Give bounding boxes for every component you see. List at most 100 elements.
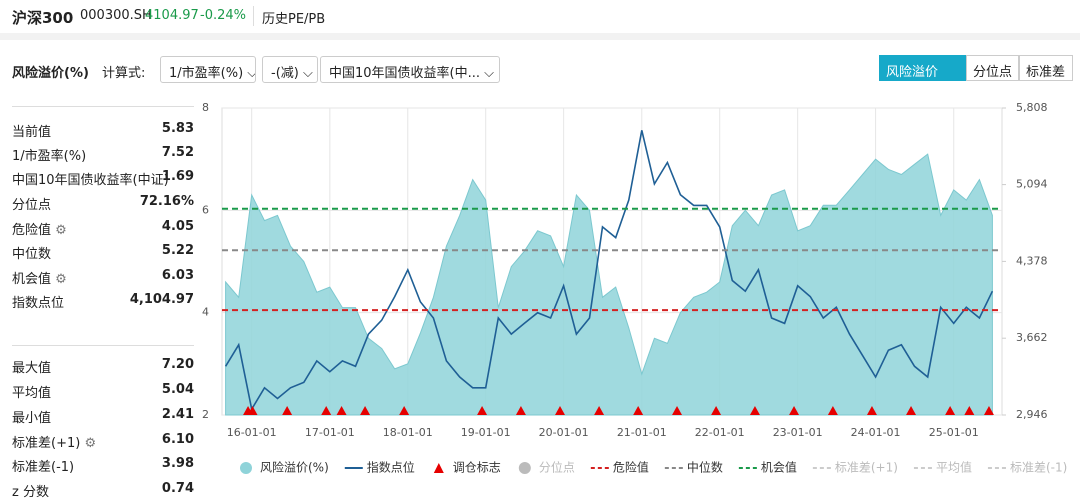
stat-row: 最大值 7.20 (12, 357, 194, 376)
pe-pb-link[interactable]: 历史PE/PB (262, 12, 326, 27)
select-text: -(减) (271, 66, 299, 81)
stat-row: 机会值 ⚙ 6.03 (12, 268, 194, 287)
legend-label: 标准差(+1) (835, 461, 898, 475)
y-tick-label: 8 (202, 101, 209, 114)
rebalance-marker (906, 406, 917, 415)
tab[interactable]: 分位点 (966, 55, 1019, 81)
stat-label: 中位数 (12, 247, 52, 262)
stat-value: 5.83 (161, 121, 194, 136)
stat-value: 72.16% (139, 194, 194, 209)
rebalance-marker (789, 406, 800, 415)
stat-value: 7.52 (161, 145, 194, 160)
stat-value: 4.05 (161, 219, 194, 234)
legend-item[interactable]: 调仓标志 (433, 461, 501, 475)
rebalance-marker (749, 406, 760, 415)
y2-tick-label: 2,946 (1016, 408, 1048, 421)
x-tick-label: 17-01-01 (305, 426, 355, 439)
settings-icon[interactable]: ⚙ (51, 272, 67, 287)
stat-label: 中国10年国债收益率(中证) (12, 173, 169, 188)
stat-row: 中国10年国债收益率(中证) 1.69 (12, 169, 194, 188)
legend-label: 中位数 (687, 460, 723, 475)
stat-value: 6.03 (161, 268, 194, 283)
stat-row: 标准差(-1) 3.98 (12, 456, 194, 475)
legend-label: 调仓标志 (453, 461, 501, 475)
stat-row: 分位点 72.16% (12, 194, 194, 213)
settings-icon[interactable]: ⚙ (80, 436, 97, 451)
rebalance-marker (866, 406, 877, 415)
legend-item[interactable]: 平均值 (913, 460, 972, 475)
stat-value: 0.74 (161, 481, 194, 496)
rebalance-marker (633, 406, 644, 415)
x-tick-label: 21-01-01 (617, 426, 667, 439)
x-tick-label: 22-01-01 (695, 426, 745, 439)
rebalance-marker (711, 406, 722, 415)
stat-label: 指数点位 (12, 296, 65, 311)
legend-item[interactable]: 危险值 (590, 460, 649, 475)
x-tick-label: 24-01-01 (851, 426, 901, 439)
legend-item[interactable]: 指数点位 (344, 460, 415, 475)
stat-label: z 分数 (12, 485, 49, 500)
legend-item[interactable]: 标准差(-1) (987, 461, 1067, 475)
stat-value: 5.22 (161, 243, 194, 258)
legend-item[interactable]: 机会值 (738, 460, 797, 475)
price: 4104.97 (145, 8, 199, 23)
legend-item[interactable]: 风险溢价(%) (240, 460, 329, 475)
stat-row: 指数点位 4,104.97 (12, 292, 194, 311)
rebalance-marker (964, 406, 975, 415)
rebalance-marker (945, 406, 956, 415)
y-tick-label: 4 (202, 306, 209, 319)
legend-label: 指数点位 (367, 460, 415, 475)
legend-item[interactable]: 分位点 (518, 460, 575, 475)
stat-label: 最小值 (12, 411, 52, 426)
stat-value: 7.20 (161, 357, 194, 372)
tab[interactable]: 标准差 (1019, 55, 1073, 81)
rebalance-marker (399, 406, 410, 415)
rebalance-marker (336, 406, 347, 415)
y2-tick-label: 3,662 (1016, 331, 1048, 344)
stat-label: 1/市盈率(%) (12, 149, 87, 164)
legend-label: 机会值 (761, 460, 797, 475)
stat-row: 危险值 ⚙ 4.05 (12, 219, 194, 238)
rebalance-marker (555, 406, 566, 415)
select-pe[interactable]: 1/市盈率(%) ⌵ (160, 56, 256, 83)
legend-item[interactable]: 中位数 (664, 460, 723, 475)
change: -0.24% (200, 8, 246, 23)
y-tick-label: 2 (202, 408, 209, 421)
stat-label: 当前值 (12, 125, 52, 140)
legend-label: 危险值 (613, 460, 649, 475)
rebalance-marker (247, 406, 258, 415)
tab-active[interactable]: 风险溢价(%) (879, 55, 966, 95)
x-tick-label: 25-01-01 (929, 426, 979, 439)
stat-value: 1.69 (161, 169, 194, 184)
x-tick-label: 18-01-01 (383, 426, 433, 439)
line (224, 130, 994, 412)
index-name: 沪深300 (12, 9, 74, 27)
stat-label: 危险值 (12, 223, 52, 238)
stat-row: 平均值 5.04 (12, 382, 194, 401)
legend-icon (240, 462, 252, 474)
x-tick-label: 19-01-01 (461, 426, 511, 439)
x-tick-label: 16-01-01 (227, 426, 277, 439)
rebalance-marker (827, 406, 838, 415)
stat-row: 当前值 5.83 (12, 121, 194, 140)
stat-value: 4,104.97 (129, 292, 194, 307)
legend-item[interactable]: 标准差(+1) (812, 461, 898, 475)
y2-tick-label: 5,808 (1016, 101, 1048, 114)
rebalance-marker (321, 406, 332, 415)
rebalance-marker (594, 406, 605, 415)
legend-label: 平均值 (936, 460, 972, 475)
y2-tick-label: 4,378 (1016, 254, 1048, 267)
settings-icon[interactable]: ⚙ (51, 223, 67, 238)
rebalance-marker (672, 406, 683, 415)
stat-row: 最小值 2.41 (12, 407, 194, 426)
stat-label: 平均值 (12, 386, 52, 401)
stat-row: 1/市盈率(%) 7.52 (12, 145, 194, 164)
rebalance-marker (515, 406, 526, 415)
select-op[interactable]: -(减) ⌵ (262, 56, 318, 83)
panel-title: 风险溢价(%) (12, 66, 89, 81)
legend-icon (433, 463, 444, 473)
select-bond[interactable]: 中国10年国债收益率(中... ⌵ (320, 56, 500, 83)
stat-label: 机会值 (12, 272, 52, 287)
